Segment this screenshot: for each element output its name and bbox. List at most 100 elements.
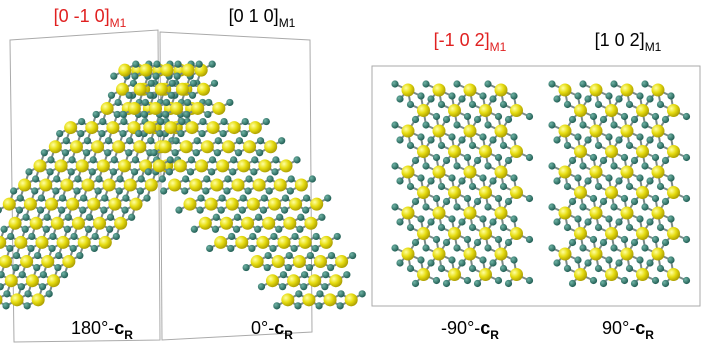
ligand-atom [500,101,507,108]
ligand-atom [479,256,486,263]
ligand-atom [500,265,507,272]
ligand-atom [569,157,576,164]
metal-atom [70,140,83,153]
metal-atom [130,198,143,211]
ligand-atom [199,118,206,125]
ligand-atom [495,236,502,243]
ligand-atom [396,177,403,184]
ligand-atom [657,265,664,272]
ligand-atom [469,142,476,149]
metal-atom [479,227,492,240]
ligand-atom [641,203,648,210]
ligand-atom [464,113,471,120]
ligand-atom [474,239,481,246]
ligand-atom [662,157,669,164]
ligand-atom [135,130,142,137]
ligand-atom [636,215,643,222]
ligand-atom [209,61,216,68]
metal-atom [14,236,27,249]
ligand-atom [641,121,648,128]
ligand-atom [169,80,176,87]
ligand-atom [122,195,129,202]
ligand-atom [484,80,491,87]
ligand-atom [235,149,242,156]
ligand-atom [626,101,633,108]
ligand-atom [605,174,612,181]
ligand-atom [307,252,314,259]
ligand-atom [63,137,70,144]
ligand-atom [306,264,313,271]
metal-atom [304,217,317,230]
ligand-atom [196,61,203,68]
ligand-atom [464,236,471,243]
ligand-atom [443,239,450,246]
ligand-atom [605,215,612,222]
metal-atom [479,186,492,199]
ligand-atom [53,175,60,182]
ligand-atom [168,92,175,99]
ligand-atom [183,111,190,118]
ligand-atom [683,277,690,284]
metal-atom [212,102,225,115]
ligand-atom [230,156,237,163]
ligand-atom [22,226,29,233]
metal-atom [145,179,158,192]
ligand-atom [621,154,628,161]
metal-atom [574,227,587,240]
ligand-atom [206,245,213,252]
ligand-atom [553,136,560,143]
ligand-atom [505,116,512,123]
ligand-atom [44,214,51,221]
ligand-atom [273,302,280,309]
metal-atom [35,236,48,249]
metal-atom [590,166,603,179]
metal-atom [402,248,415,261]
ligand-atom [163,99,170,106]
ligand-atom [484,121,491,128]
ligand-atom [167,156,174,163]
metal-atom [253,179,266,192]
ligand-atom [117,175,124,182]
metal-atom [559,125,572,138]
ligand-atom [636,92,643,99]
ligand-atom [605,133,612,140]
ligand-atom [407,224,414,231]
metal-atom [464,125,477,138]
metal-atom [78,236,91,249]
ligand-atom [22,214,29,221]
ligand-atom [61,271,68,278]
metal-atom [464,166,477,179]
ligand-atom [615,218,622,225]
ligand-atom [145,168,152,175]
metal-atom [228,121,241,134]
ligand-atom [621,113,628,120]
ligand-atom [175,207,182,214]
ligand-atom [190,80,197,87]
ligand-atom [458,259,465,266]
metal-atom [605,145,618,158]
ligand-atom [248,245,255,252]
ligand-atom [276,214,283,221]
metal-atom [226,198,239,211]
ligand-atom [203,175,210,182]
metal-atom [636,227,649,240]
ligand-atom [469,224,476,231]
ligand-atom [683,236,690,243]
metal-atom [197,83,210,96]
metal-atom [417,227,430,240]
ligand-atom [564,142,571,149]
ligand-atom [417,174,424,181]
ligand-atom [105,137,112,144]
ligand-atom [683,154,690,161]
ligand-atom [48,245,55,252]
direction-label: [1 0 2]M1 [595,30,662,54]
angle-label: -90°-cR [441,318,499,342]
metal-atom [433,207,446,220]
ligand-atom [108,92,115,99]
ligand-atom [115,99,122,106]
ligand-atom [590,154,597,161]
ligand-atom [132,156,139,163]
ligand-atom [153,61,160,68]
metal-atom [72,217,85,230]
ligand-atom [349,252,356,259]
